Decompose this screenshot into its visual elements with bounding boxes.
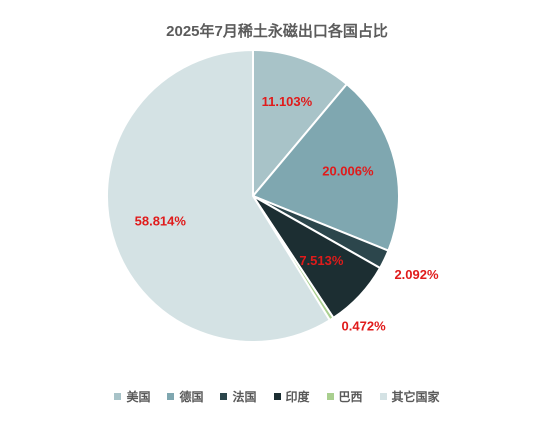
legend-swatch-2 <box>167 393 175 400</box>
legend-item-6: 其它国家 <box>379 388 440 405</box>
legend-label-2: 德国 <box>179 390 204 404</box>
pie-slice-2 <box>252 83 400 252</box>
data-label-1: 11.103% <box>262 94 313 109</box>
legend-swatch-3 <box>220 393 228 400</box>
legend-item-3: 法国 <box>220 388 257 405</box>
legend-swatch-6 <box>379 393 387 400</box>
legend-label-3: 法国 <box>232 390 257 404</box>
legend-label-4: 印度 <box>285 390 310 404</box>
data-label-6: 58.814% <box>135 214 187 229</box>
data-label-3: 2.092% <box>394 267 439 282</box>
legend-item-4: 印度 <box>273 388 310 405</box>
legend-item-1: 美国 <box>114 388 150 405</box>
legend-swatch-5 <box>326 393 334 400</box>
legend-swatch-4 <box>273 393 281 400</box>
data-label-5: 0.472% <box>342 318 387 333</box>
legend-item-2: 德国 <box>167 388 203 405</box>
pie-slice-6 <box>106 49 331 343</box>
data-label-4: 7.513% <box>299 253 344 268</box>
data-label-2: 20.006% <box>322 164 374 179</box>
pie-slice-1 <box>252 49 348 197</box>
legend-label-6: 其它国家 <box>391 390 440 404</box>
legend: 美国 德国 法国 印度 巴西 其它国家 <box>0 388 554 405</box>
legend-item-5: 巴西 <box>326 388 363 405</box>
legend-label-1: 美国 <box>126 390 151 404</box>
legend-swatch-1 <box>114 393 122 400</box>
chart-title: 2025年7月稀土永磁出口各国占比 <box>166 23 388 40</box>
legend-label-5: 巴西 <box>338 390 363 404</box>
